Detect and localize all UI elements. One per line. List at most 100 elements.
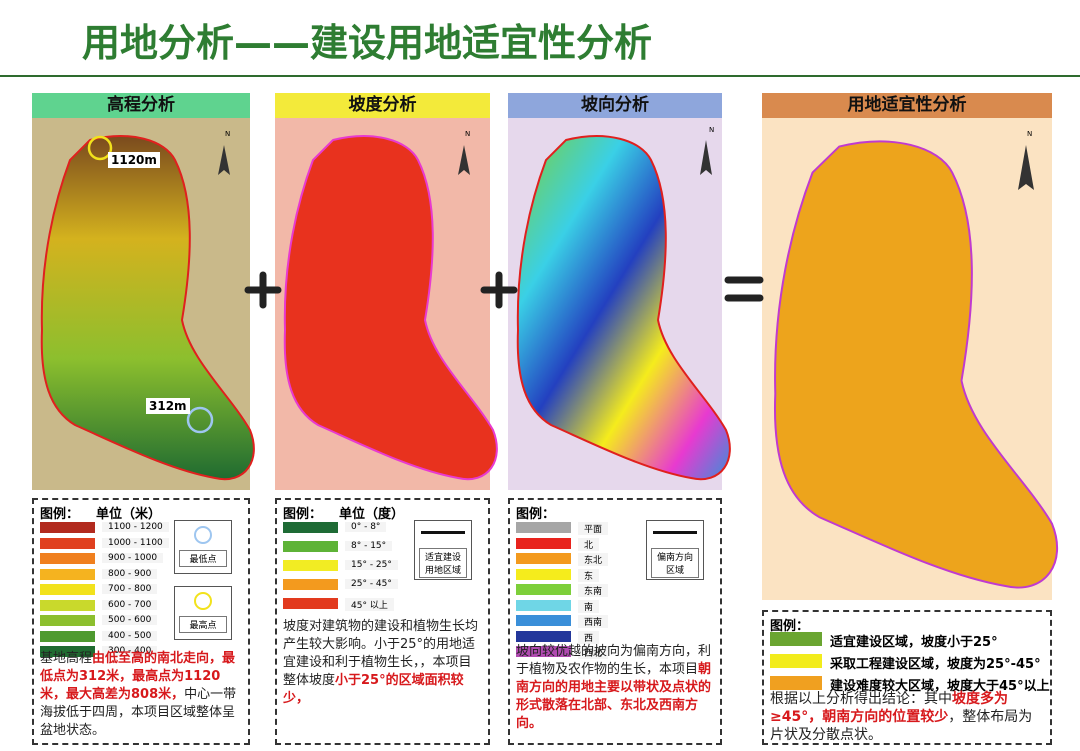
legend-label: 适宜建设区域，坡度小于25°: [830, 635, 998, 650]
panel-header: 高程分析: [32, 93, 250, 118]
legend-swatch: [40, 584, 95, 595]
description: 根据以上分析得出结论：其中坡度多为≥45°，朝南方向的位置较少，整体布局为片状及…: [770, 690, 1044, 744]
legend-label: 东: [578, 568, 600, 582]
legend-swatch: [283, 541, 338, 552]
marker-box: 最低点: [174, 520, 232, 574]
legend-label: 西北: [578, 646, 609, 659]
legend-title: 图例：: [283, 507, 323, 522]
lowest-point: [186, 406, 214, 434]
legend-unit: 单位（度）: [339, 507, 405, 522]
legend-label: 500 - 600: [102, 615, 158, 625]
description-text: 根据以上分析得出结论：其中: [770, 691, 952, 707]
marker-label: 最低点: [179, 550, 227, 567]
marker-label: 最高点: [179, 616, 227, 633]
legend-swatch: [770, 676, 822, 690]
compass-label: N: [225, 130, 231, 138]
marker-symbol: [421, 531, 465, 534]
marker-symbol: [653, 531, 697, 534]
legend-title: 图例：: [40, 507, 80, 522]
legend-swatch: [516, 553, 571, 564]
legend-label: 45° 以上: [345, 598, 394, 611]
compass-label: N: [465, 130, 471, 138]
legend-swatch: [40, 537, 95, 549]
marker-label: 偏南方向区域: [651, 548, 699, 578]
legend-swatch: [40, 522, 95, 533]
legend-label: 900 - 1000: [102, 553, 164, 563]
legend-swatch: [40, 630, 95, 642]
legend-box: 图例： 适宜建设区域，坡度小于25° 采取工程建设区域，坡度为25°-45° 建设难度…: [762, 610, 1052, 745]
legend-swatch: [516, 537, 571, 549]
legend-swatch: [516, 615, 571, 626]
legend-swatch: [283, 579, 338, 590]
map-label: 312m: [146, 398, 190, 414]
legend-swatch: [516, 630, 571, 642]
marker-symbol: [194, 526, 212, 544]
description-text: 坡度多为≥45°，朝南方向的位置较少: [770, 691, 1008, 725]
map-label: 1120m: [108, 152, 160, 168]
legend-label: 400 - 500: [102, 630, 158, 641]
operators: [244, 271, 764, 309]
legend-swatch: [516, 584, 571, 595]
marker-box: 适宜建设用地区域: [414, 520, 472, 580]
legend-label: 南: [578, 599, 600, 613]
panel-header: 坡向分析: [508, 93, 722, 118]
legend-unit: 单位（米）: [96, 507, 162, 522]
legend-label: 25° - 45°: [345, 579, 398, 589]
marker-symbol: [194, 592, 212, 610]
description-text: 坡向较优越的坡向为偏南方向，利于植物及农作物的生长，本项目: [516, 644, 712, 677]
legend-title: 图例：: [770, 619, 810, 634]
legend-label: 西: [578, 630, 600, 644]
legend-swatch: [283, 522, 338, 533]
legend-swatch: [40, 646, 95, 657]
legend-label: 平面: [578, 522, 609, 535]
legend-label: 300 - 400: [102, 646, 158, 656]
description: 坡向较优越的坡向为偏南方向，利于植物及农作物的生长，本项目朝南方向的用地主要以带…: [516, 643, 714, 733]
legend-label: 东南: [578, 584, 609, 597]
legend-label: 1000 - 1100: [102, 537, 169, 548]
description-text: 小于25°的区域面积较少，: [283, 673, 464, 706]
legend-swatch: [40, 568, 95, 580]
description-text: 朝南方向的用地主要以带状及点状的形式散落在北部、东北及西南方向。: [516, 662, 712, 731]
compass-label: N: [1027, 130, 1033, 138]
legend-swatch: [516, 599, 571, 611]
legend-box: 图例： 单位（米） 1100 - 1200 1000 - 1100 900 - 1000…: [32, 498, 250, 745]
legend-label: 1100 - 1200: [102, 522, 169, 532]
legend-label: 15° - 25°: [345, 560, 398, 570]
legend-swatch: [516, 522, 571, 533]
legend-swatch: [40, 599, 95, 611]
legend-label: 采取工程建设区域，坡度为25°-45°: [830, 657, 1041, 672]
description-text: 由低至高的南北走向，最低点为312米，最高点为1120米，最大高差为808米，: [40, 651, 236, 702]
legend-swatch: [40, 553, 95, 564]
highest-point: [87, 135, 113, 161]
legend-label: 700 - 800: [102, 584, 158, 594]
description-text: ，整体布局为片状及分散点状。: [770, 709, 1033, 743]
description-text: 中心一带海拔低于四周，本项目区域整体呈盆地状态。: [40, 687, 237, 738]
legend-label: 8° - 15°: [345, 541, 393, 551]
description: 坡度对建筑物的建设和植物生长均产生较大影响。小于25°的用地适宜建设和利于植物生…: [283, 618, 482, 708]
legend-swatch: [283, 560, 338, 571]
marker-box: 最高点: [174, 586, 232, 640]
page-title: 用地分析——建设用地适宜性分析: [82, 21, 653, 65]
description-text: 坡度对建筑物的建设和植物生长均产生较大影响。小于25°的用地适宜建设和利于植物生…: [283, 619, 479, 688]
legend-title: 图例：: [516, 507, 556, 522]
legend-label: 0° - 8°: [345, 522, 387, 532]
compass-label: N: [709, 126, 715, 134]
legend-label: 建设难度较大区域，坡度大于45°以上: [830, 679, 1050, 694]
legend-box: 图例： 单位（度） 0° - 8° 8° - 15° 15° - 25° 25° - 45…: [275, 498, 490, 745]
marker-label: 适宜建设用地区域: [419, 548, 467, 578]
legend-swatch: [283, 598, 338, 609]
legend-swatch: [40, 615, 95, 626]
legend-swatch: [770, 632, 822, 646]
panel-header: 用地适宜性分析: [762, 93, 1052, 118]
legend-label: 800 - 900: [102, 568, 158, 579]
legend-box: 图例： 平面北东北东东南南西南西西北 偏南方向区域: [508, 498, 722, 745]
legend-swatch: [516, 568, 571, 580]
marker-box: 偏南方向区域: [646, 520, 704, 580]
compass-arrows: [218, 140, 1034, 190]
description: 基地高程由低至高的南北走向，最低点为312米，最高点为1120米，最大高差为80…: [40, 650, 242, 740]
panel-header: 坡度分析: [275, 93, 490, 118]
legend-swatch: [516, 646, 571, 657]
description-text: 基地高程: [40, 651, 93, 666]
